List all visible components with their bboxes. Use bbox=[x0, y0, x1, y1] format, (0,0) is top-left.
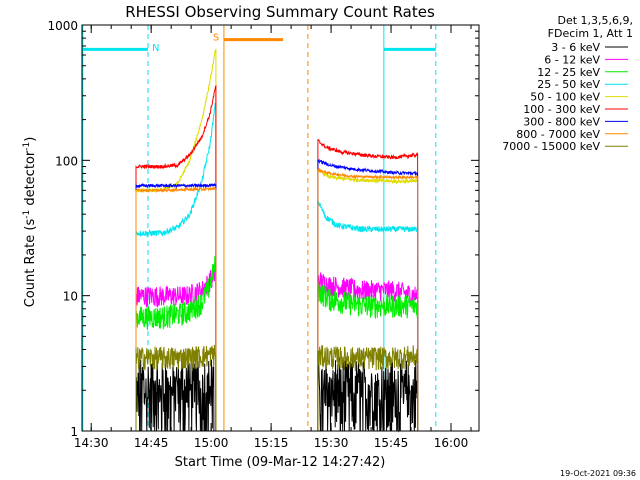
legend-label-1: 6 - 12 keV bbox=[544, 53, 600, 66]
series-0-segment-1 bbox=[135, 357, 215, 432]
y-axis-label-mid: detector bbox=[23, 150, 38, 210]
x-tick-label-2: 15:00 bbox=[194, 436, 229, 450]
series-7-segment-1 bbox=[135, 186, 217, 431]
plot-frame bbox=[81, 24, 480, 432]
y-tick-label-3: 1000 bbox=[47, 19, 78, 33]
night-label: N bbox=[152, 43, 159, 54]
saa-label: S bbox=[213, 32, 219, 43]
chart-title: RHESSI Observing Summary Count Rates bbox=[125, 3, 435, 21]
y-axis-label-main: Count Rate (s bbox=[23, 219, 38, 308]
legend-header-line1: Det 1,3,5,6,9, bbox=[557, 14, 633, 27]
y-tick-label-2: 100 bbox=[55, 154, 78, 168]
series-3 bbox=[135, 102, 419, 432]
series-1 bbox=[135, 265, 419, 432]
series-5-segment-2 bbox=[317, 139, 419, 432]
y-tick-label-1: 10 bbox=[63, 290, 78, 304]
x-tick-label-1: 14:45 bbox=[134, 436, 169, 450]
x-tick-label-3: 15:15 bbox=[254, 436, 289, 450]
series-7 bbox=[135, 167, 419, 432]
legend-header-line2: FDecim 1, Att 1 bbox=[548, 27, 633, 40]
series-6 bbox=[135, 158, 419, 432]
x-tick-label-5: 15:45 bbox=[374, 436, 409, 450]
series-5 bbox=[135, 84, 419, 432]
series-2-segment-2 bbox=[317, 284, 419, 432]
axis-ticks: 1 10 100 1000 14:30 14:45 15:00 15:15 15:30 15:45… bbox=[47, 19, 479, 450]
series-7-segment-2 bbox=[317, 167, 419, 432]
series-8-segment-1 bbox=[135, 344, 217, 431]
series-1-segment-1 bbox=[135, 265, 217, 431]
y-axis-label-sup2: -1 bbox=[22, 142, 32, 151]
plot-area: NS bbox=[82, 25, 437, 433]
series-2 bbox=[135, 251, 419, 432]
series-6-segment-1 bbox=[135, 182, 217, 431]
legend-label-2: 12 - 25 keV bbox=[537, 66, 600, 79]
series-6-segment-2 bbox=[317, 158, 419, 432]
legend: Det 1,3,5,6,9, FDecim 1, Att 1 3 - 6 keV… bbox=[502, 14, 633, 153]
legend-label-4: 50 - 100 keV bbox=[530, 91, 600, 104]
series-3-segment-1 bbox=[135, 102, 217, 431]
legend-label-6: 300 - 800 keV bbox=[523, 115, 600, 128]
legend-label-0: 3 - 6 keV bbox=[551, 41, 600, 54]
timestamp: 19-Oct-2021 09:36 bbox=[560, 469, 636, 478]
y-axis-label-end: ) bbox=[23, 137, 38, 142]
series-5-segment-1 bbox=[135, 84, 217, 431]
series-2-segment-1 bbox=[135, 251, 217, 431]
x-axis-label: Start Time (09-Mar-12 14:27:42) bbox=[175, 455, 386, 470]
y-axis-label-sup1: -1 bbox=[22, 210, 32, 219]
legend-label-7: 800 - 7000 keV bbox=[516, 128, 600, 141]
series-4-segment-2 bbox=[317, 167, 419, 432]
y-axis-label: Count Rate (s-1 detector-1) bbox=[22, 137, 38, 308]
y-axis-label-group: Count Rate (s-1 detector-1) bbox=[22, 137, 38, 308]
series-3-segment-2 bbox=[317, 198, 419, 432]
legend-label-5: 100 - 300 keV bbox=[523, 103, 600, 116]
series-8-segment-2 bbox=[317, 345, 419, 432]
series-1-segment-2 bbox=[317, 271, 419, 432]
x-tick-label-4: 15:30 bbox=[314, 436, 349, 450]
series-8 bbox=[135, 344, 419, 432]
legend-label-8: 7000 - 15000 keV bbox=[502, 140, 600, 153]
series-0-segment-2 bbox=[317, 357, 419, 433]
x-tick-label-6: 16:00 bbox=[434, 436, 469, 450]
legend-label-3: 25 - 50 keV bbox=[537, 78, 600, 91]
y-tick-label-0: 1 bbox=[70, 425, 78, 439]
x-tick-label-0: 14:30 bbox=[74, 436, 109, 450]
series-0 bbox=[135, 357, 419, 433]
